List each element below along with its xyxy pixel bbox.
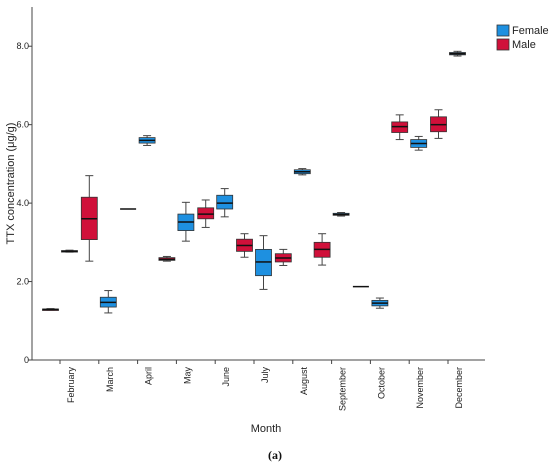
box-female-april: [138, 135, 156, 146]
y-axis-title: TTX concentration (μg/g): [5, 123, 17, 245]
box-male-december: [430, 109, 447, 139]
chart-axes: 0 2.0 4.0 6.0 8.0 February March April May June Ju…: [16, 7, 485, 411]
x-tick-label: February: [66, 367, 76, 404]
legend-swatch-female: [496, 24, 510, 37]
box-female-october: [371, 297, 389, 309]
y-tick-label: 0: [24, 355, 29, 365]
box-female-august: [293, 168, 311, 176]
y-tick-label: 4.0: [16, 198, 29, 208]
box-male-march: [80, 175, 98, 262]
box-female-june: [216, 188, 234, 218]
x-tick-label: May: [182, 367, 192, 385]
box-male-july: [236, 233, 253, 258]
legend-swatch-male: [496, 38, 510, 51]
x-tick-label: July: [260, 367, 270, 384]
iqr-box: [197, 207, 215, 220]
x-tick-label: August: [299, 367, 309, 396]
y-tick-label: 2.0: [16, 277, 29, 287]
x-axis-title: Month: [251, 423, 282, 435]
iqr-box: [216, 194, 234, 210]
box-male-august: [274, 248, 292, 266]
box-female-july: [255, 235, 272, 290]
x-tick-label: October: [376, 367, 386, 399]
y-tick-label: 8.0: [16, 41, 29, 51]
box-male-june: [197, 199, 215, 228]
legend: Female Male: [496, 24, 549, 51]
box-female-may: [177, 201, 195, 242]
x-tick-label: September: [338, 367, 348, 411]
legend-label-female: Female: [512, 25, 549, 37]
boxplot-series: [42, 50, 466, 314]
box-female-december: [449, 50, 466, 57]
box-female-march: [99, 290, 117, 314]
box-male-november: [391, 114, 409, 141]
box-female-november: [410, 135, 428, 151]
x-tick-label: June: [221, 367, 231, 387]
box-female-september: [332, 212, 350, 217]
x-tick-label: November: [415, 367, 425, 409]
box-male-february: [42, 308, 59, 311]
box-female-february: [61, 249, 78, 253]
figure-caption: (a): [268, 448, 282, 462]
x-tick-label: April: [144, 367, 154, 385]
x-tick-label: December: [454, 367, 464, 409]
box-male-may: [158, 255, 176, 262]
y-tick-label: 6.0: [16, 120, 29, 130]
box-male-september: [313, 233, 331, 266]
legend-label-male: Male: [512, 39, 536, 51]
x-tick-label: March: [105, 367, 115, 392]
